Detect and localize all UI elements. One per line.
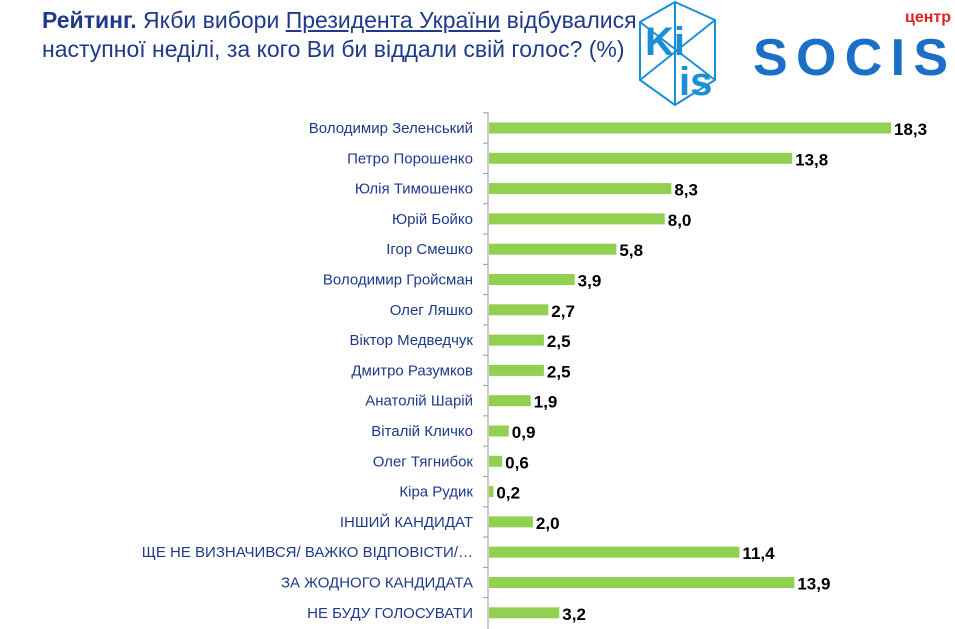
category-label: Ігор Смешко [386, 241, 473, 258]
bar [489, 607, 560, 619]
bar [489, 213, 665, 225]
title-underlined: Президента України [285, 7, 501, 33]
category-label: Віталій Кличко [371, 423, 473, 440]
data-label: 2,7 [551, 302, 575, 321]
category-label: ЩЕ НЕ ВИЗНАЧИВСЯ/ ВАЖКО ВІДПОВІСТИ/… [142, 544, 473, 561]
svg-text:SOCIS: SOCIS [753, 29, 948, 87]
data-label: 11,4 [742, 544, 775, 563]
data-label: 2,5 [547, 332, 571, 351]
bar [489, 183, 672, 195]
bar [489, 395, 531, 407]
data-label: 8,0 [668, 211, 692, 230]
data-label: 0,9 [512, 423, 536, 442]
category-label: Юрій Бойко [392, 211, 473, 228]
chart-title: Рейтинг. Якби вибори Президента України … [42, 6, 642, 64]
bar [489, 516, 533, 528]
category-label: НЕ БУДУ ГОЛОСУВАТИ [307, 605, 473, 622]
bar [489, 546, 740, 558]
data-label: 13,8 [795, 150, 828, 169]
category-label: Юлія Тимошенко [355, 181, 473, 198]
data-label: 2,5 [547, 362, 571, 381]
bar [489, 486, 494, 498]
bar [489, 152, 793, 164]
bar [489, 334, 544, 346]
category-label: Дмитро Разумков [351, 362, 473, 379]
bar [489, 304, 549, 316]
category-label: Анатолій Шарій [365, 393, 473, 410]
title-bold: Рейтинг. [42, 7, 137, 33]
data-label: 8,3 [674, 181, 698, 200]
data-label: 0,6 [505, 453, 529, 472]
data-label: 13,9 [797, 575, 830, 594]
svg-text:Ki: Ki [645, 20, 685, 64]
bar [489, 364, 544, 376]
bar [489, 455, 503, 467]
title-part1: Якби вибори [136, 7, 286, 33]
bar [489, 122, 891, 134]
category-label: Петро Порошенко [347, 150, 473, 167]
bar [489, 243, 617, 255]
data-label: 3,2 [562, 605, 586, 624]
category-label: ІНШИЙ КАНДИДАТ [340, 513, 473, 531]
category-label: Володимир Гройсман [323, 272, 473, 289]
kiis-logo [639, 0, 716, 107]
category-label: Олег Тягнибок [373, 453, 474, 470]
data-label: 0,2 [496, 484, 520, 503]
category-label: Віктор Медведчук [350, 332, 474, 349]
data-label: 3,9 [578, 272, 602, 291]
bar [489, 274, 575, 285]
title-part2: відбувалися наступної неділі, за кого Ви… [42, 7, 637, 62]
bar [489, 577, 795, 588]
svg-text:центр: центр [905, 9, 951, 26]
data-label: 5,8 [619, 241, 643, 260]
bar [489, 425, 509, 437]
data-label: 2,0 [536, 514, 560, 533]
svg-text:is: is [679, 60, 712, 104]
data-label: 18,3 [894, 120, 927, 139]
category-label: ЗА ЖОДНОГО КАНДИДАТА [281, 575, 473, 592]
category-label: Олег Ляшко [390, 302, 473, 319]
logo: Ki is центр SOCIS [639, 0, 951, 107]
category-label: Володимир Зеленський [309, 120, 473, 137]
data-label: 1,9 [534, 393, 558, 412]
category-label: Кіра Рудик [399, 484, 473, 501]
